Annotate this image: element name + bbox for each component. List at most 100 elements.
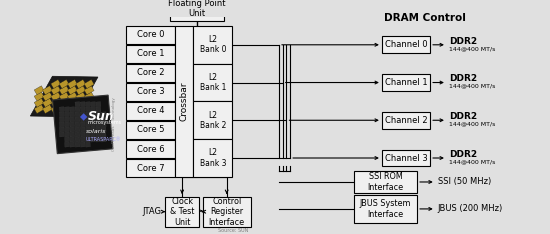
Bar [354, 171, 417, 193]
Polygon shape [96, 132, 101, 137]
Polygon shape [76, 98, 86, 107]
Text: Channel 0: Channel 0 [384, 40, 427, 49]
Polygon shape [59, 92, 69, 101]
Text: Clock
& Test
Unit: Clock & Test Unit [170, 197, 194, 227]
Polygon shape [84, 98, 94, 107]
Bar [175, 26, 193, 177]
Polygon shape [70, 127, 75, 132]
Text: DDR2: DDR2 [449, 112, 477, 121]
Polygon shape [80, 102, 85, 107]
Text: Core 2: Core 2 [137, 68, 164, 77]
Polygon shape [30, 76, 98, 117]
Text: JBUS (200 MHz): JBUS (200 MHz) [438, 205, 503, 213]
Polygon shape [64, 137, 69, 142]
Text: Core 6: Core 6 [137, 145, 164, 154]
Polygon shape [80, 112, 85, 117]
Polygon shape [76, 92, 86, 101]
Text: JBUS System
Interface: JBUS System Interface [360, 199, 411, 219]
Text: 144@400 MT/s: 144@400 MT/s [449, 84, 495, 89]
Bar [170, 0, 224, 21]
Polygon shape [96, 117, 101, 122]
Polygon shape [42, 86, 52, 95]
Bar [193, 64, 232, 101]
Text: Core 5: Core 5 [137, 125, 164, 135]
Text: Core 1: Core 1 [137, 49, 164, 58]
Polygon shape [51, 86, 61, 95]
Polygon shape [75, 137, 80, 142]
Polygon shape [101, 132, 106, 137]
Text: Core 0: Core 0 [137, 30, 164, 39]
Bar [193, 139, 232, 177]
Polygon shape [85, 127, 90, 132]
Text: 144@400 MT/s: 144@400 MT/s [449, 46, 495, 51]
Polygon shape [80, 113, 87, 121]
Polygon shape [64, 142, 69, 147]
Bar [126, 102, 175, 120]
Bar [126, 45, 175, 63]
Polygon shape [91, 102, 96, 107]
Text: DDR2: DDR2 [449, 37, 477, 46]
Polygon shape [64, 117, 69, 122]
Polygon shape [75, 122, 80, 127]
Polygon shape [80, 137, 85, 142]
Polygon shape [59, 86, 69, 95]
Bar [126, 26, 175, 44]
Polygon shape [91, 132, 96, 137]
Text: L2
Bank 1: L2 Bank 1 [200, 73, 226, 92]
Text: JTAG: JTAG [142, 207, 162, 216]
Text: Control
Register
Interface: Control Register Interface [208, 197, 245, 227]
Polygon shape [68, 80, 78, 88]
Polygon shape [59, 122, 64, 127]
Polygon shape [59, 105, 69, 113]
Polygon shape [64, 112, 69, 117]
Polygon shape [34, 86, 44, 95]
Polygon shape [76, 86, 86, 95]
Polygon shape [64, 107, 69, 112]
Bar [126, 64, 175, 82]
Text: CoolThreads™ Technology: CoolThreads™ Technology [112, 97, 117, 151]
Text: DDR2: DDR2 [449, 74, 477, 83]
Polygon shape [59, 107, 64, 112]
Text: Floating Point
Unit: Floating Point Unit [168, 0, 225, 18]
Polygon shape [75, 107, 80, 112]
Polygon shape [75, 102, 80, 107]
Bar [193, 101, 232, 139]
Polygon shape [85, 107, 90, 112]
Polygon shape [59, 117, 64, 122]
Text: SSI ROM
Interface: SSI ROM Interface [367, 172, 404, 192]
Polygon shape [70, 112, 75, 117]
Polygon shape [96, 137, 101, 142]
Polygon shape [59, 98, 69, 107]
Polygon shape [91, 117, 96, 122]
Polygon shape [85, 122, 90, 127]
Polygon shape [91, 107, 96, 112]
Text: Core 7: Core 7 [137, 164, 164, 172]
Text: DDR2: DDR2 [449, 150, 477, 159]
Polygon shape [84, 80, 94, 88]
Polygon shape [34, 105, 44, 113]
Text: Source: SUN: Source: SUN [218, 228, 249, 233]
Polygon shape [70, 137, 75, 142]
Text: Channel 3: Channel 3 [384, 154, 427, 162]
Polygon shape [101, 127, 106, 132]
Polygon shape [59, 112, 64, 117]
Bar [126, 121, 175, 139]
Bar [193, 26, 232, 64]
Text: microsystems: microsystems [87, 120, 122, 125]
Polygon shape [101, 137, 106, 142]
Bar [126, 83, 175, 101]
Bar [382, 112, 430, 129]
Polygon shape [80, 107, 85, 112]
Polygon shape [96, 122, 101, 127]
Polygon shape [51, 98, 61, 107]
Polygon shape [80, 122, 85, 127]
Polygon shape [101, 112, 106, 117]
Polygon shape [75, 112, 80, 117]
Text: Channel 2: Channel 2 [384, 116, 427, 125]
Polygon shape [80, 142, 85, 147]
Polygon shape [85, 132, 90, 137]
Bar [382, 150, 430, 166]
Polygon shape [70, 142, 75, 147]
Text: 144@400 MT/s: 144@400 MT/s [449, 159, 495, 164]
Polygon shape [75, 142, 80, 147]
